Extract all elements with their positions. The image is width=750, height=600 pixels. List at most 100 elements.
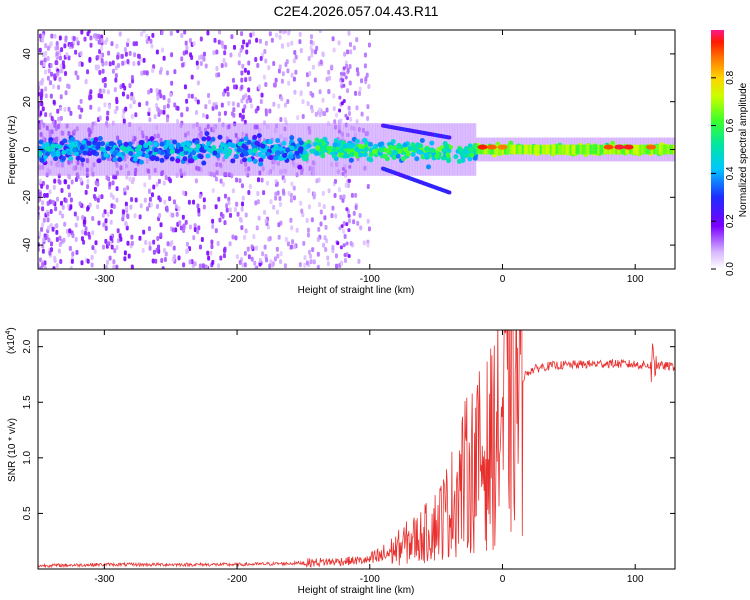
spectrogram-noise-mark <box>268 263 272 269</box>
spectrogram-carrier-core <box>575 144 578 155</box>
spectrogram-noise-mark <box>156 106 160 112</box>
spectrogram-carrier-mark <box>288 154 294 160</box>
spectrogram-noise-mark <box>241 195 245 201</box>
spectrogram-noise-mark <box>130 234 134 240</box>
spectrogram-carrier-core <box>493 144 497 155</box>
spectrogram-noise-mark <box>342 66 346 71</box>
spectrogram-noise-mark <box>188 259 192 265</box>
spectrogram-noise-mark <box>38 246 41 252</box>
spectrogram-noise-mark <box>38 101 41 107</box>
spectrogram-noise-mark <box>103 102 107 108</box>
spectrogram-carrier-mark <box>96 141 102 147</box>
spectrogram-carrier-core <box>591 144 594 155</box>
spectrogram-noise-mark <box>61 213 65 219</box>
spectrogram-noise-mark <box>211 259 215 265</box>
spectrogram-noise-mark <box>268 108 272 114</box>
spectrogram-noise-mark <box>342 72 346 77</box>
spectrogram-noise-mark <box>290 40 294 46</box>
spectrogram-noise-mark <box>263 49 267 55</box>
spectrogram-noise-mark <box>39 110 43 116</box>
spectrogram-noise-mark <box>55 229 59 235</box>
spectrogram-noise-mark <box>65 52 69 58</box>
spectrogram-noise-mark <box>238 259 242 265</box>
spectrogram-noise-mark <box>101 68 105 74</box>
spectrogram-carrier-core <box>621 144 624 155</box>
spectrogram-carrier-mark <box>82 150 88 156</box>
spectrogram-carrier-mark <box>252 148 258 154</box>
spectrogram-noise-mark <box>176 105 180 111</box>
spectrogram-noise-mark <box>298 262 302 268</box>
spectrogram-noise-mark <box>217 196 221 202</box>
spectrogram-noise-mark <box>58 210 62 216</box>
spectrogram-carrier-mark <box>472 155 478 161</box>
spectrogram-noise-mark <box>286 68 290 74</box>
spectrogram-noise-mark <box>129 103 133 109</box>
spectrogram-noise-mark <box>123 85 127 91</box>
spectrogram-carrier-mark <box>273 144 279 150</box>
spectrogram-carrier-core <box>555 144 559 155</box>
spectrogram-noise-mark <box>152 184 156 190</box>
spectrogram-noise-mark <box>205 114 209 120</box>
spectrogram-noise-mark <box>249 98 253 104</box>
spectrogram-carrier-core <box>589 144 592 155</box>
spectrogram-x-tick-label: 100 <box>627 274 644 285</box>
spectrogram-noise-mark <box>110 41 114 47</box>
spectrogram-noise-mark <box>60 47 64 53</box>
spectrogram-carrier-mark <box>315 145 321 151</box>
spectrogram-carrier-mark <box>419 138 425 144</box>
spectrogram-noise-mark <box>145 33 149 39</box>
spectrogram-noise-mark <box>198 193 202 199</box>
spectrogram-noise-mark <box>130 74 134 80</box>
spectrogram-noise-mark <box>244 228 248 234</box>
spectrogram-noise-mark <box>39 95 43 101</box>
spectrogram-noise-mark <box>289 192 293 198</box>
spectrogram-carrier-mark <box>210 136 216 142</box>
spectrogram-noise-mark <box>177 206 181 212</box>
spectrogram-noise-mark <box>169 30 173 36</box>
spectrogram-noise-mark <box>91 245 95 251</box>
spectrogram-noise-mark <box>38 47 42 53</box>
spectrogram-y-tick-label: -40 <box>22 237 33 252</box>
spectrogram-noise-mark <box>294 54 298 60</box>
spectrogram-noise-mark <box>345 63 349 69</box>
spectrogram-noise-mark <box>278 201 282 207</box>
spectrogram-noise-mark <box>314 111 318 117</box>
spectrogram-noise-mark <box>219 178 223 184</box>
spectrogram-noise-mark <box>363 63 367 69</box>
spectrogram-noise-mark <box>107 50 111 56</box>
spectrogram-halo-mark <box>61 123 65 176</box>
spectrogram-noise-mark <box>355 67 359 73</box>
spectrogram-noise-mark <box>194 96 198 102</box>
spectrogram-noise-mark <box>339 118 343 124</box>
spectrogram-carrier-core <box>601 144 604 155</box>
spectrogram-carrier-mark <box>423 152 429 158</box>
spectrogram-noise-mark <box>86 31 90 37</box>
spectrogram-noise-mark <box>284 236 288 242</box>
spectrogram-noise-mark <box>118 31 122 37</box>
spectrogram-noise-mark <box>366 242 370 248</box>
spectrogram-noise-mark <box>221 181 225 187</box>
spectrogram-noise-mark <box>299 90 303 96</box>
spectrogram-carrier-mark <box>217 134 223 140</box>
spectrogram-noise-mark <box>184 219 188 225</box>
spectrogram-noise-mark <box>244 212 248 218</box>
spectrogram-noise-mark <box>240 77 244 83</box>
spectrogram-noise-mark <box>84 226 88 232</box>
spectrogram-noise-mark <box>149 88 153 94</box>
spectrogram-noise-mark <box>53 255 57 261</box>
spectrogram-noise-mark <box>170 80 174 86</box>
spectrogram-carrier-core <box>505 144 509 155</box>
spectrogram-noise-mark <box>69 265 73 269</box>
spectrogram-noise-mark <box>214 176 218 182</box>
spectrogram-noise-mark <box>232 112 236 118</box>
spectrogram-carrier-mark <box>128 151 134 157</box>
spectrogram-noise-mark <box>44 93 48 99</box>
spectrogram-noise-mark <box>238 216 242 222</box>
spectrogram-carrier-core <box>549 144 553 155</box>
spectrogram-noise-mark <box>306 227 310 233</box>
spectrogram-carrier-mark <box>103 152 109 158</box>
spectrogram-noise-mark <box>236 102 240 108</box>
spectrogram-noise-mark <box>197 211 201 217</box>
spectrogram-noise-mark <box>38 214 41 220</box>
